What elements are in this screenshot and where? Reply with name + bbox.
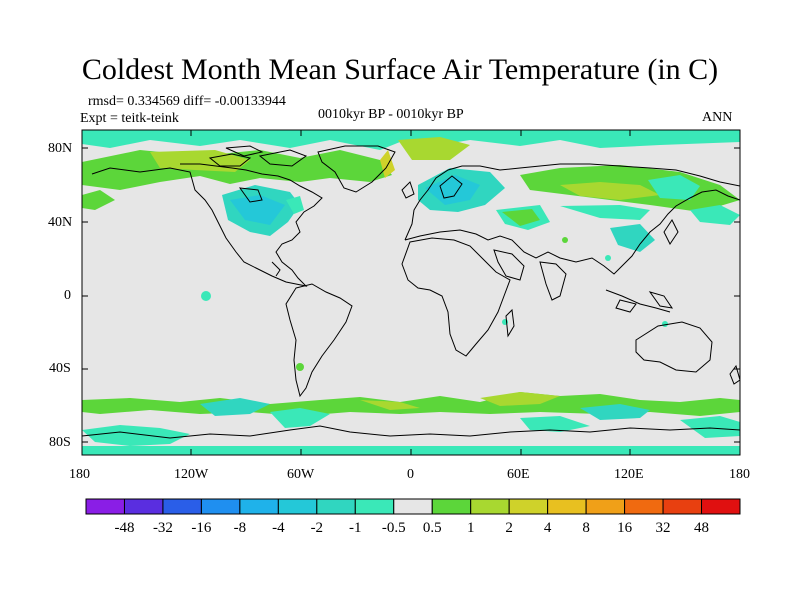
colorbar-box xyxy=(277,498,318,515)
colorbar-label: -0.5 xyxy=(381,520,406,536)
x-tick-label-60e: 60E xyxy=(507,467,530,482)
colorbar-label: -4 xyxy=(272,520,285,536)
x-tick-label-0: 0 xyxy=(407,467,414,482)
axis-ticks xyxy=(82,130,740,455)
rmsd-diff-stats: rmsd= 0.334569 diff= -0.00133944 xyxy=(88,94,286,109)
colorbar-label: -48 xyxy=(114,520,135,536)
colorbar-box xyxy=(393,498,433,515)
colorbar-box xyxy=(123,498,164,515)
colorbar-label: -1 xyxy=(349,520,362,536)
chart-title: Coldest Month Mean Surface Air Temperatu… xyxy=(81,53,719,86)
colorbar-label: -8 xyxy=(233,520,247,536)
colorbar-box xyxy=(508,498,549,515)
colorbar-box xyxy=(162,498,202,515)
y-tick-label-80s: 80S xyxy=(49,435,71,450)
colorbar-label: -2 xyxy=(310,520,324,536)
colorbar-label: 16 xyxy=(617,520,633,536)
period-label: 0010kyr BP - 0010kyr BP xyxy=(318,107,464,122)
experiment-label: Expt = teitk-teink xyxy=(80,111,179,126)
x-tick-label-180e: 180 xyxy=(729,467,750,482)
colorbar-box xyxy=(85,498,125,515)
colorbar-label: 48 xyxy=(694,520,710,536)
x-tick-label-60w: 60W xyxy=(287,467,315,482)
colorbar-box xyxy=(431,498,472,515)
season-label: ANN xyxy=(702,110,733,125)
x-tick-label-180w: 180 xyxy=(69,467,90,482)
y-tick-label-0: 0 xyxy=(64,288,71,303)
colorbar-box xyxy=(316,498,356,515)
colorbar-label: 4 xyxy=(543,520,552,536)
y-tick-label-40s: 40S xyxy=(49,361,71,376)
colorbar-label: 32 xyxy=(655,520,671,536)
colorbar-box xyxy=(585,498,626,515)
x-tick-label-120e: 120E xyxy=(614,467,644,482)
colorbar-label: 2 xyxy=(505,520,513,536)
colorbar-label: 1 xyxy=(466,520,475,536)
colorbar-box xyxy=(239,498,279,515)
colorbar-box xyxy=(624,498,664,515)
colorbar-box xyxy=(470,498,510,515)
colorbar-box xyxy=(547,498,587,515)
colorbar-label: 8 xyxy=(582,520,590,536)
colorbar-box xyxy=(662,498,703,515)
colorbar-label: 0.5 xyxy=(422,520,442,536)
y-tick-label-80n: 80N xyxy=(48,141,73,156)
coastlines xyxy=(82,145,740,439)
colorbar-box xyxy=(701,498,741,515)
colorbar-label: -32 xyxy=(152,520,173,536)
colorbar xyxy=(85,498,741,515)
colorbar-box xyxy=(354,498,395,515)
y-tick-label-40n: 40N xyxy=(48,215,73,230)
colorbar-box xyxy=(200,498,241,515)
colorbar-label: -16 xyxy=(191,520,212,536)
x-tick-label-120w: 120W xyxy=(174,467,209,482)
anomaly-shading xyxy=(82,130,740,455)
